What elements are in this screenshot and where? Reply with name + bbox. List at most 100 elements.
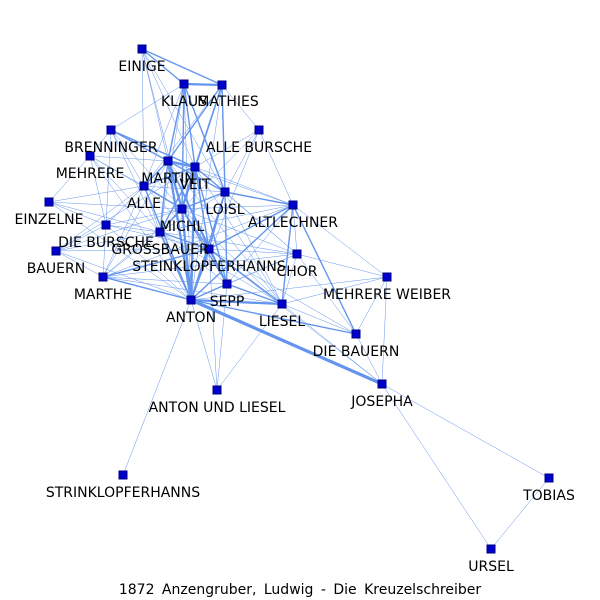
node-label-strinklopferhanns: STRINKLOPFERHANNS xyxy=(46,485,200,501)
edge-anton-anton-und-liesel xyxy=(190,299,218,391)
edge-martin-altlechner xyxy=(167,160,294,206)
edge-loisl-liesel xyxy=(224,191,283,305)
graph-caption: 1872 Anzengruber, Ludwig - Die Kreuzelsc… xyxy=(118,582,482,598)
edge-veit-alle xyxy=(143,166,196,187)
edge-veit-grossbauer xyxy=(159,166,196,233)
edge-alle-bursche-altlechner xyxy=(258,129,294,206)
edge-liesel-josepha xyxy=(281,303,383,385)
node-chor[interactable] xyxy=(292,249,302,259)
node-josepha[interactable] xyxy=(377,379,387,389)
edge-chor-die-bauern xyxy=(296,253,357,335)
node-label-alle-bursche: ALLE BURSCHE xyxy=(206,140,312,156)
edge-grossbauer-bauern xyxy=(55,231,161,252)
edge-altlechner-michl xyxy=(181,204,294,210)
node-label-veit: VEIT xyxy=(179,177,211,193)
edge-grossbauer-liesel xyxy=(159,231,283,305)
node-label-mehrere-weiber: MEHRERE WEIBER xyxy=(323,287,451,303)
edge-die-bauern-josepha xyxy=(355,333,383,385)
node-label-loisl: LOISL xyxy=(205,202,244,218)
node-marthe[interactable] xyxy=(98,272,108,282)
node-martin[interactable] xyxy=(163,156,173,166)
edge-alle-bursche-veit xyxy=(194,129,260,168)
node-loisl[interactable] xyxy=(220,187,230,197)
node-label-einzelne: EINZELNE xyxy=(14,212,83,228)
edge-martin-grossbauer xyxy=(159,160,169,233)
edge-marthe-sepp xyxy=(102,276,228,285)
node-alle[interactable] xyxy=(139,181,149,191)
edge-grossbauer-chor xyxy=(159,231,298,255)
edge-veit-bauern xyxy=(55,166,196,252)
node-label-einige: EINIGE xyxy=(118,59,165,75)
node-steinklopferhanns[interactable] xyxy=(204,244,214,254)
edge-veit-liesel xyxy=(194,166,283,305)
edge-mehrere-einzelne xyxy=(48,155,91,203)
edge-brenninger-die-bursche xyxy=(105,129,112,226)
node-alle-bursche[interactable] xyxy=(254,125,264,135)
node-bauern[interactable] xyxy=(51,246,61,256)
edge-michl-bauern xyxy=(55,208,183,252)
edge-einige-klaus xyxy=(141,48,185,85)
edge-altlechner-chor xyxy=(292,204,298,255)
node-ursel[interactable] xyxy=(486,544,496,554)
edge-klaus-brenninger xyxy=(110,83,185,131)
node-klaus[interactable] xyxy=(179,79,189,89)
edge-altlechner-anton xyxy=(190,204,294,301)
node-einige[interactable] xyxy=(137,44,147,54)
edge-grossbauer-marthe xyxy=(102,231,161,278)
edge-einige-alle xyxy=(141,48,145,187)
edge-veit-michl xyxy=(180,166,197,210)
edge-martin-anton xyxy=(166,160,193,301)
node-label-mehrere: MEHRERE xyxy=(56,166,125,182)
edge-die-bursche-anton xyxy=(105,224,192,301)
edge-bauern-anton xyxy=(55,250,192,301)
node-label-anton-und-liesel: ANTON UND LIESEL xyxy=(149,400,286,416)
node-label-chor: CHOR xyxy=(276,264,317,280)
edge-mehrere-weiber-anton xyxy=(190,276,388,301)
node-liesel[interactable] xyxy=(277,299,287,309)
node-veit[interactable] xyxy=(190,162,200,172)
node-tobias[interactable] xyxy=(544,473,554,483)
node-mehrere-weiber[interactable] xyxy=(382,272,392,282)
edge-tobias-ursel xyxy=(490,477,550,550)
node-anton-und-liesel[interactable] xyxy=(212,385,222,395)
edge-anton-strinklopferhanns xyxy=(122,299,192,476)
edge-steinklopferhanns-marthe xyxy=(102,248,210,278)
edge-alle-steinklopferhanns xyxy=(143,185,210,250)
node-label-klaus: KLAUS xyxy=(161,94,207,110)
edge-mehrere-anton xyxy=(89,155,192,301)
node-strinklopferhanns[interactable] xyxy=(118,470,128,480)
edge-grossbauer-anton xyxy=(159,231,192,301)
node-label-steinklopferhanns: STEINKLOPFERHANNS xyxy=(132,259,286,275)
edge-michl-marthe xyxy=(102,208,183,278)
edge-mehrere-weiber-josepha xyxy=(381,276,388,385)
edge-veit-altlechner xyxy=(194,166,294,206)
node-sepp[interactable] xyxy=(222,279,232,289)
edge-liesel-die-bauern xyxy=(281,303,357,335)
edge-josepha-tobias xyxy=(381,383,550,479)
node-anton[interactable] xyxy=(186,295,196,305)
edge-altlechner-marthe xyxy=(102,204,294,278)
edge-altlechner-liesel xyxy=(281,204,294,305)
edge-einzelne-die-bursche xyxy=(48,201,107,226)
node-altlechner[interactable] xyxy=(288,200,298,210)
edge-brenninger-alle xyxy=(110,129,145,187)
node-michl[interactable] xyxy=(177,204,187,214)
node-die-bauern[interactable] xyxy=(351,329,361,339)
node-brenninger[interactable] xyxy=(106,125,116,135)
node-grossbauer[interactable] xyxy=(155,227,165,237)
node-label-ursel: URSEL xyxy=(468,559,514,575)
node-label-brenninger: BRENNINGER xyxy=(64,140,157,156)
node-die-bursche[interactable] xyxy=(101,220,111,230)
edge-liesel-anton-und-liesel xyxy=(216,303,283,391)
edge-steinklopferhanns-die-bauern xyxy=(208,248,357,335)
edge-loisl-michl xyxy=(181,191,226,210)
edge-mathies-anton xyxy=(190,84,223,301)
edge-bauern-marthe xyxy=(55,250,104,278)
node-einzelne[interactable] xyxy=(44,197,54,207)
node-mathies[interactable] xyxy=(217,80,227,90)
node-mehrere[interactable] xyxy=(85,151,95,161)
node-label-marthe: MARTHE xyxy=(74,287,132,303)
edge-mathies-loisl xyxy=(221,84,226,193)
node-label-grossbauer: GROSSBAUER xyxy=(111,242,209,258)
